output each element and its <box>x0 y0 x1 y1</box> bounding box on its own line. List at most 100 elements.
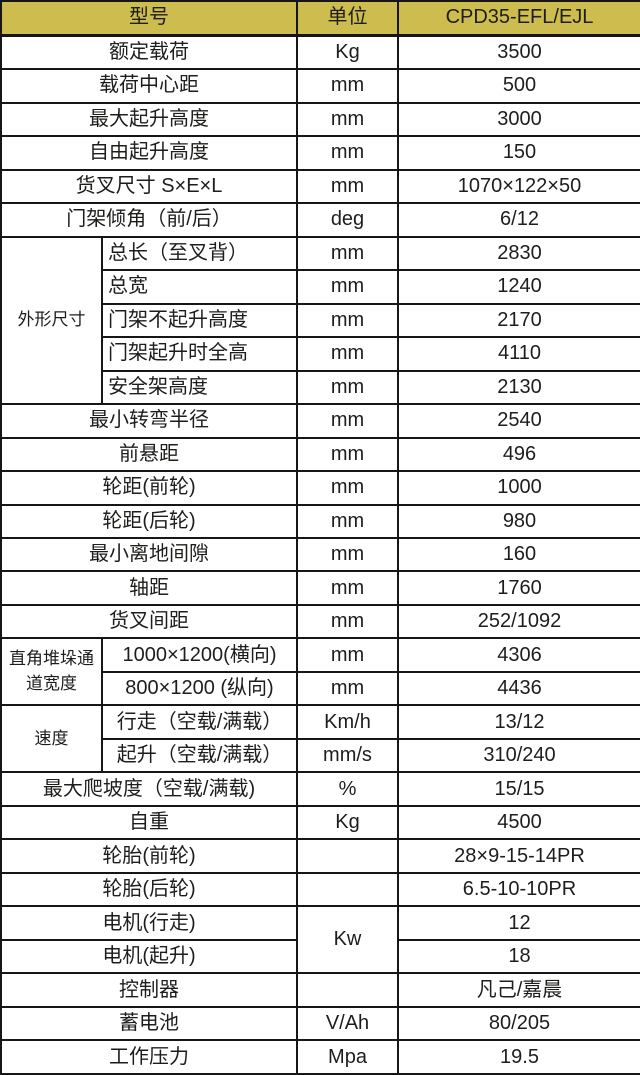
value-cell: 1240 <box>397 269 640 305</box>
value-cell: 980 <box>397 503 640 540</box>
value-cell: 19.5 <box>397 1039 640 1075</box>
spec-label-cell: 控制器 <box>0 972 298 1008</box>
spec-label-cell: 最大起升高度 <box>0 101 298 138</box>
table-row: 前悬距 mm 496 <box>0 436 640 473</box>
spec-label-cell: 电机(起升) <box>0 938 298 975</box>
table-row: 控制器 凡己/嘉晨 <box>0 972 640 1008</box>
value-cell: 2170 <box>397 302 640 339</box>
group-label-cell: 速度 <box>0 704 103 774</box>
table-row: 轮胎(后轮) 6.5-10-10PR <box>0 871 640 908</box>
header-model-label-cell: 型号 <box>0 0 298 37</box>
value-cell: 4500 <box>397 804 640 841</box>
table-row: 额定载荷 Kg 3500 <box>0 34 640 71</box>
value-cell: 1760 <box>397 570 640 606</box>
header-row: 型号 单位 CPD35-EFL/EJL <box>0 0 640 37</box>
spec-sublabel-cell: 总长（至叉背） <box>101 235 298 272</box>
value-cell: 6.5-10-10PR <box>397 871 640 908</box>
table-row: 速度 行走（空载/满载） Km/h 13/12 <box>0 704 640 774</box>
unit-cell: mm <box>296 336 399 372</box>
unit-cell: % <box>296 771 399 807</box>
spec-label-cell: 前悬距 <box>0 436 298 473</box>
unit-cell: mm <box>296 470 399 506</box>
unit-cell: mm <box>296 302 399 339</box>
spec-label-cell: 额定载荷 <box>0 34 298 71</box>
table-row: 起升（空载/满载） mm/s 310/240 <box>1 737 640 774</box>
spec-sublabel-cell: 总宽 <box>101 269 298 305</box>
value-cell: 3000 <box>397 101 640 138</box>
unit-cell: mm <box>296 269 399 305</box>
unit-cell: mm <box>296 68 399 104</box>
spec-label-cell: 自重 <box>0 804 298 841</box>
unit-cell: mm <box>296 670 399 707</box>
unit-cell: mm <box>296 168 399 205</box>
spec-label-cell: 电机(行走) <box>0 905 298 941</box>
table-row: 门架倾角（前/后） deg 6/12 <box>0 202 640 238</box>
value-cell: 18 <box>397 938 640 975</box>
spec-label-cell: 轮距(前轮) <box>0 470 298 506</box>
spec-sublabel-cell: 1000×1200(横向) <box>101 637 298 673</box>
unit-cell: mm <box>296 503 399 540</box>
table-row: 直角堆垛通道宽度 1000×1200(横向) mm 4306 <box>0 637 640 707</box>
table-row: 货叉尺寸 S×E×L mm 1070×122×50 <box>0 168 640 205</box>
value-cell: 496 <box>397 436 640 473</box>
table-row: 电机(起升) 18 <box>0 938 640 975</box>
value-cell: 160 <box>397 536 640 573</box>
spec-label-cell: 蓄电池 <box>0 1005 298 1042</box>
value-cell: 3500 <box>397 34 640 71</box>
table-row: 门架不起升高度 mm 2170 <box>1 302 640 339</box>
unit-cell: mm <box>296 637 399 673</box>
value-cell: 252/1092 <box>397 603 640 640</box>
value-cell: 2540 <box>397 403 640 439</box>
table-row: 最小离地间隙 mm 160 <box>0 536 640 573</box>
spec-sublabel-cell: 800×1200 (纵向) <box>101 670 298 707</box>
unit-cell: mm <box>296 369 399 406</box>
spec-label-cell: 工作压力 <box>0 1039 298 1075</box>
unit-cell: mm/s <box>296 737 399 774</box>
value-cell: 13/12 <box>397 704 640 740</box>
unit-cell: deg <box>296 202 399 238</box>
table-row: 自重 Kg 4500 <box>0 804 640 841</box>
unit-cell: mm <box>296 135 399 171</box>
value-cell: 80/205 <box>397 1005 640 1042</box>
spec-label-cell: 轴距 <box>0 570 298 606</box>
table-row: 轮距(后轮) mm 980 <box>0 503 640 540</box>
value-cell: 2830 <box>397 235 640 272</box>
spec-sublabel-cell: 行走（空载/满载） <box>101 704 298 740</box>
table-row: 外形尺寸 总长（至叉背） mm 2830 <box>0 235 640 406</box>
spec-label-cell: 载荷中心距 <box>0 68 298 104</box>
unit-cell: Kw <box>296 905 399 975</box>
value-cell: 500 <box>397 68 640 104</box>
value-cell: 6/12 <box>397 202 640 238</box>
group-label-cell: 直角堆垛通道宽度 <box>0 637 103 707</box>
table-row: 自由起升高度 mm 150 <box>0 135 640 171</box>
table-row: 蓄电池 V/Ah 80/205 <box>0 1005 640 1042</box>
spec-sublabel-cell: 起升（空载/满载） <box>101 737 298 774</box>
unit-cell: Kg <box>296 34 399 71</box>
value-cell: 1000 <box>397 470 640 506</box>
spec-sublabel-cell: 安全架高度 <box>101 369 298 406</box>
spec-label-cell: 最小转弯半径 <box>0 403 298 439</box>
value-cell: 12 <box>397 905 640 941</box>
unit-cell: mm <box>296 570 399 606</box>
value-cell: 1070×122×50 <box>397 168 640 205</box>
unit-cell: mm <box>296 101 399 138</box>
spec-sublabel-cell: 门架不起升高度 <box>101 302 298 339</box>
value-cell: 4436 <box>397 670 640 707</box>
unit-cell <box>296 838 399 874</box>
unit-cell: V/Ah <box>296 1005 399 1042</box>
spec-label-cell: 自由起升高度 <box>0 135 298 171</box>
spec-label-cell: 货叉间距 <box>0 603 298 640</box>
unit-cell: mm <box>296 536 399 573</box>
unit-cell: mm <box>296 235 399 272</box>
spec-sublabel-cell: 门架起升时全高 <box>101 336 298 372</box>
table-row: 最大爬坡度（空载/满载)% 15/15 <box>0 771 640 807</box>
table-row: 轮胎(前轮) 28×9-15-14PR <box>0 838 640 874</box>
unit-cell: mm <box>296 403 399 439</box>
table-row: 门架起升时全高 mm 4110 <box>1 336 640 372</box>
value-cell: 15/15 <box>397 771 640 807</box>
table-row: 电机(行走) Kw 12 <box>0 905 640 975</box>
table-row: 最大起升高度 mm 3000 <box>0 101 640 138</box>
unit-cell: Km/h <box>296 704 399 740</box>
unit-cell: mm <box>296 436 399 473</box>
